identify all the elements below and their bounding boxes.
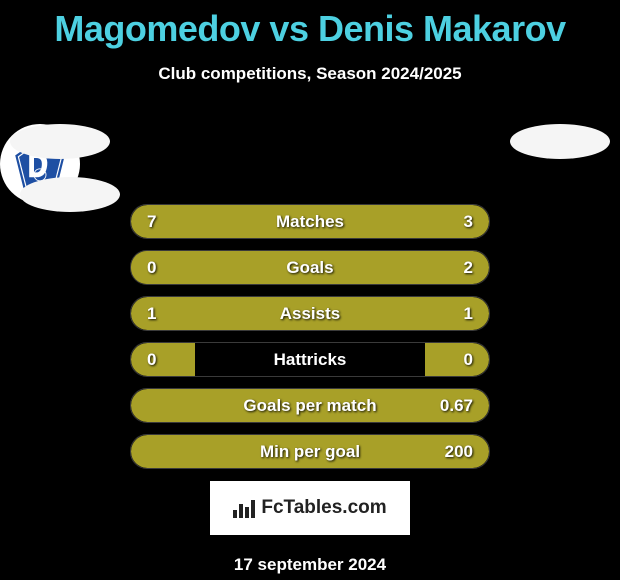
stat-value-right: 3 [464, 212, 473, 232]
stat-bar-assists: 1 Assists 1 [130, 296, 490, 331]
stat-bar-matches: 7 Matches 3 [130, 204, 490, 239]
stat-bar-hattricks: 0 Hattricks 0 [130, 342, 490, 377]
stats-column: 7 Matches 3 0 Goals 2 1 Assists 1 0 Hatt… [130, 204, 490, 469]
stat-value-right: 1 [464, 304, 473, 324]
page-title: Magomedov vs Denis Makarov [0, 0, 620, 50]
stat-bar-min-per-goal: Min per goal 200 [130, 434, 490, 469]
stat-value-right: 0 [464, 350, 473, 370]
stat-label: Goals [131, 258, 489, 278]
team-badge-right-1 [510, 124, 610, 159]
brand-text: FcTables.com [261, 497, 386, 519]
stat-value-right: 200 [445, 442, 473, 462]
bar-chart-icon [233, 498, 255, 518]
brand-logo[interactable]: FcTables.com [210, 481, 410, 535]
stat-label: Goals per match [131, 396, 489, 416]
stat-bar-goals-per-match: Goals per match 0.67 [130, 388, 490, 423]
stat-bar-goals: 0 Goals 2 [130, 250, 490, 285]
date-text: 17 september 2024 [0, 555, 620, 575]
stat-label: Min per goal [131, 442, 489, 462]
stat-label: Assists [131, 304, 489, 324]
stat-value-right: 2 [464, 258, 473, 278]
stat-label: Matches [131, 212, 489, 232]
stat-value-right: 0.67 [440, 396, 473, 416]
team-badge-left-2 [20, 177, 120, 212]
content-row: 7 Matches 3 0 Goals 2 1 Assists 1 0 Hatt… [0, 124, 620, 469]
team-badge-left-1 [10, 124, 110, 159]
stat-label: Hattricks [131, 350, 489, 370]
page-subtitle: Club competitions, Season 2024/2025 [0, 64, 620, 84]
